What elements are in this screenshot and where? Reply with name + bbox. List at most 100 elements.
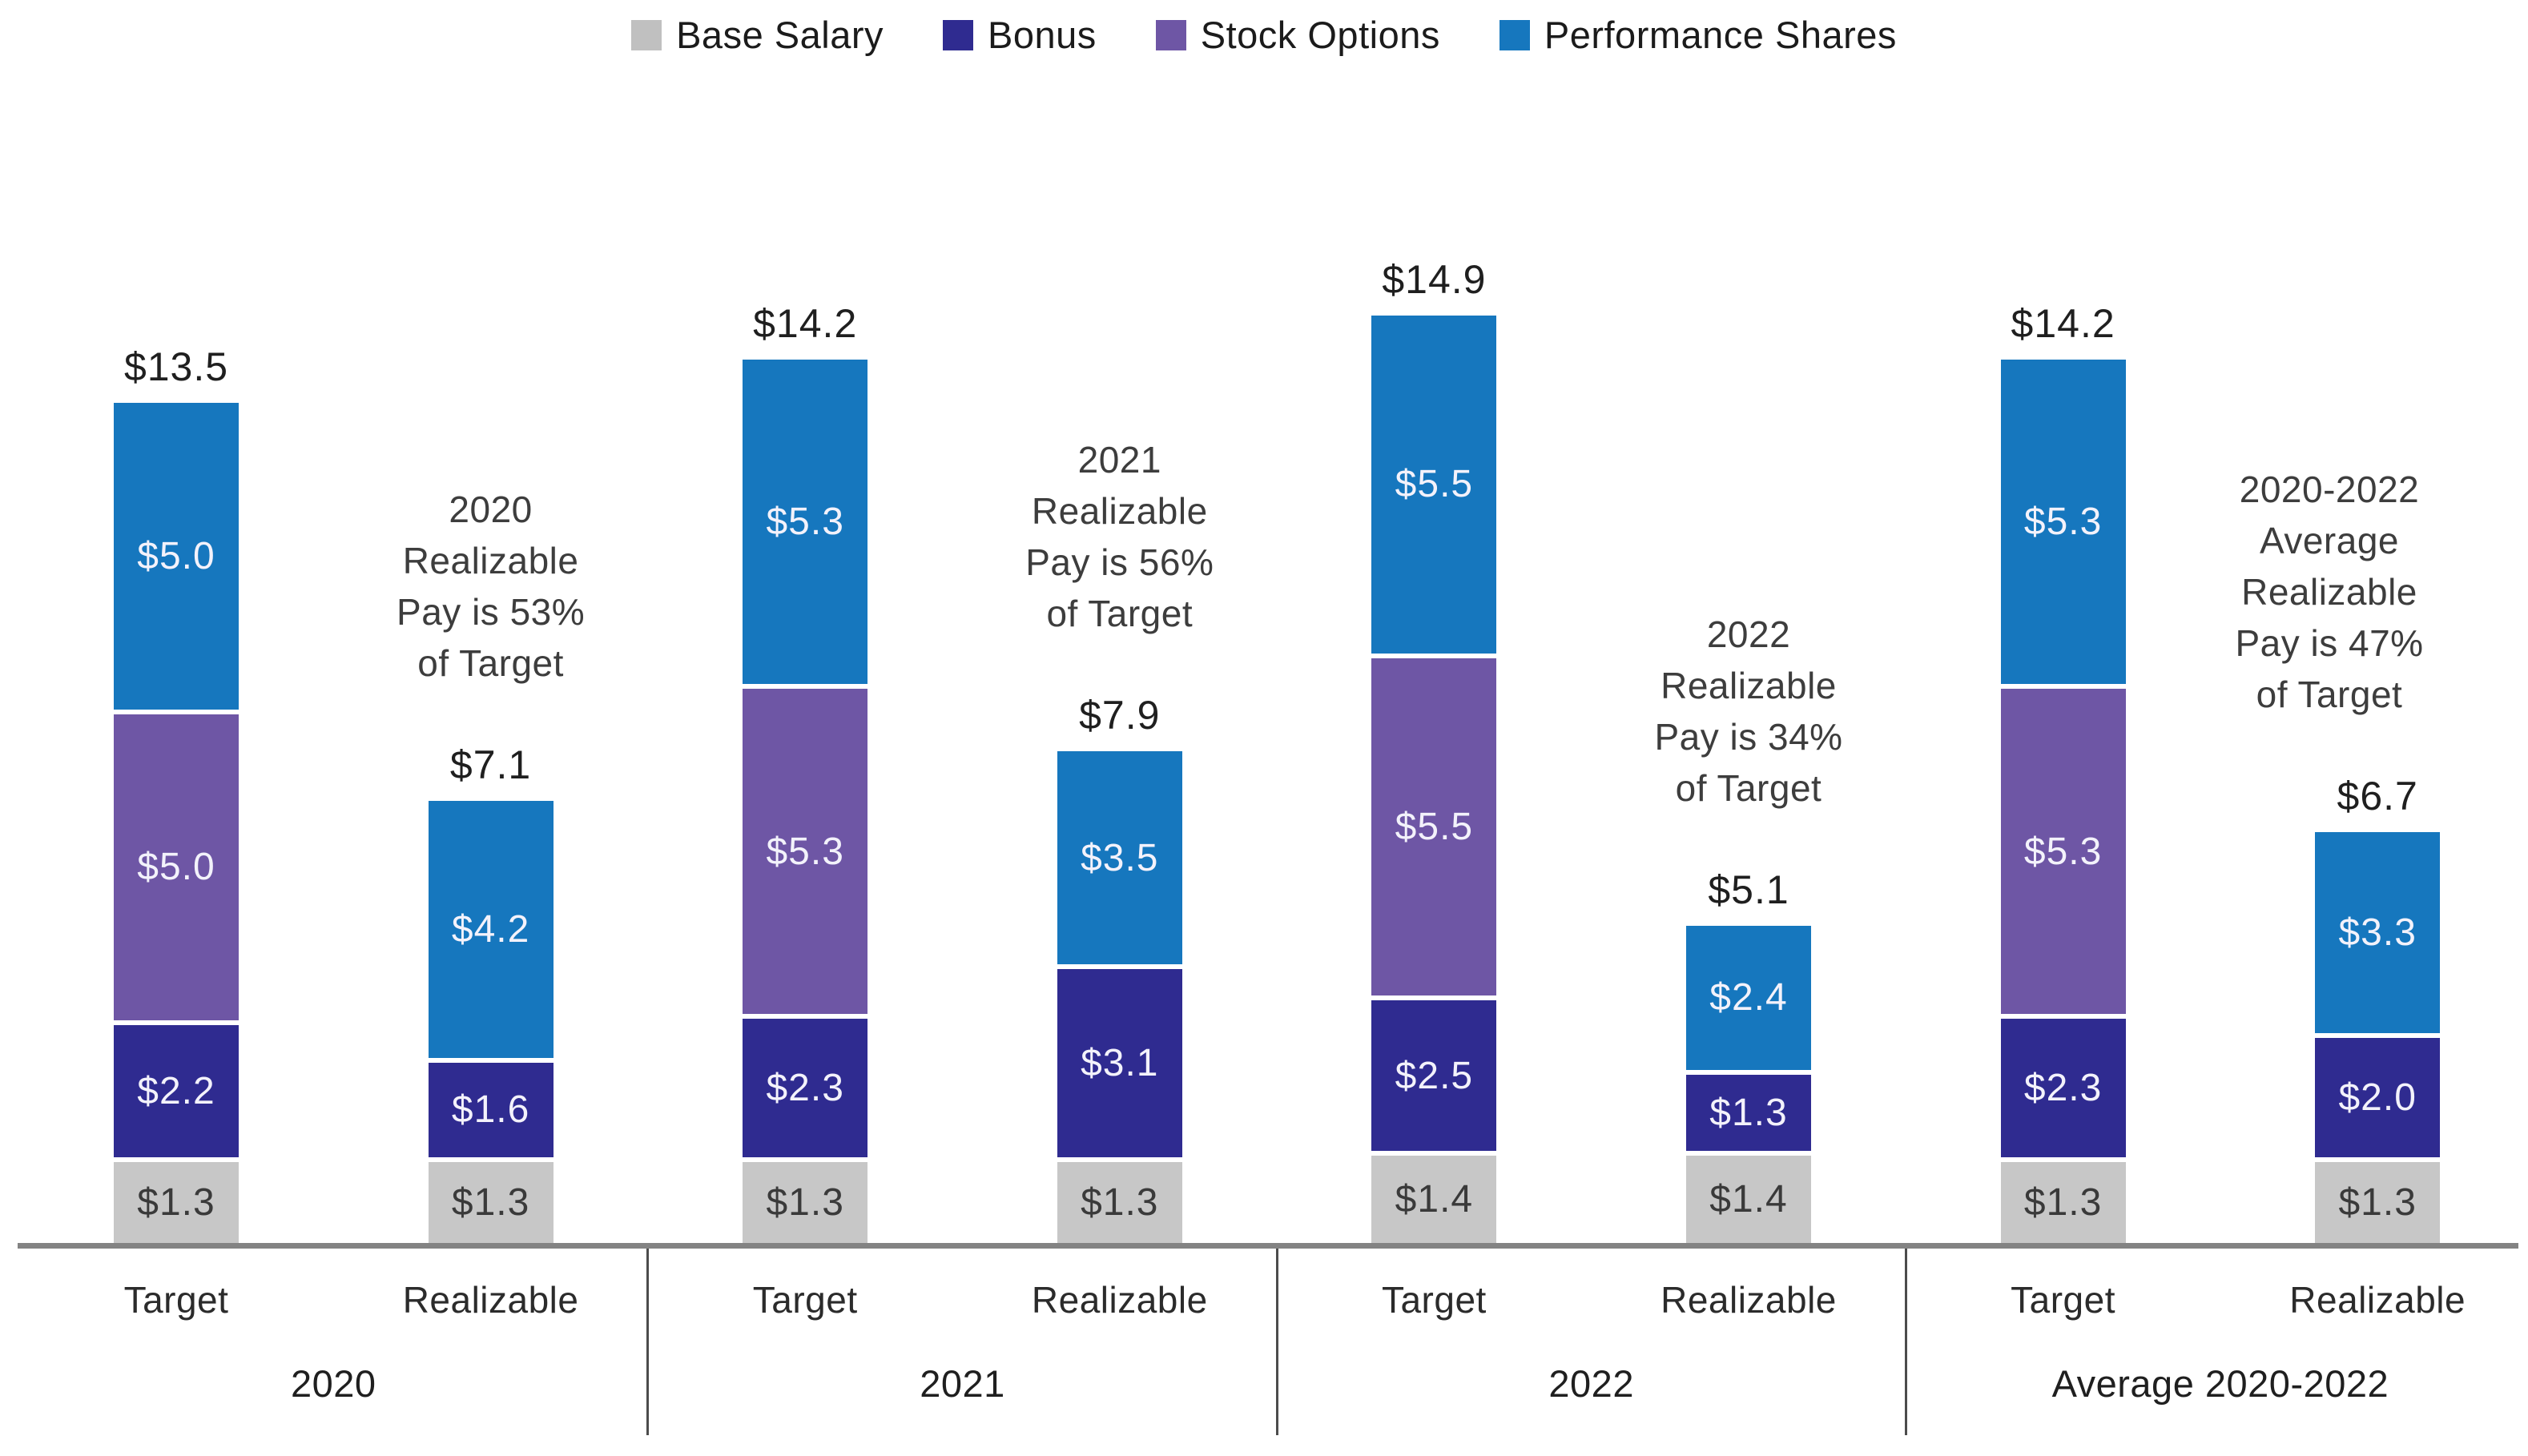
annotation-line: 2020-2022 xyxy=(2239,469,2420,511)
annotation-line: Realizable xyxy=(402,540,579,582)
annotation-line: Realizable xyxy=(1031,490,1208,533)
segment-value-label: $1.3 xyxy=(1081,1181,1159,1224)
stacked-bar-2021-realizable: $1.3 $3.1 $3.5 xyxy=(1057,751,1182,1243)
stacked-bar-2020-realizable: $1.3 $1.6 $4.2 xyxy=(428,801,554,1243)
bar-segment-base-salary: $1.3 xyxy=(2000,1162,2126,1243)
bar-segment-performance-shares: $5.3 xyxy=(743,359,868,690)
segment-value-label: $5.3 xyxy=(766,830,844,873)
axis-label-realizable: Realizable xyxy=(2289,1279,2466,1321)
group-label-average-2020-2022: Average 2020-2022 xyxy=(2051,1362,2389,1405)
bar-segment-bonus: $2.5 xyxy=(1371,999,1497,1156)
legend-swatch-icon xyxy=(1155,19,1186,50)
bar-segment-base-salary: $1.3 xyxy=(1057,1162,1182,1243)
segment-value-label: $3.5 xyxy=(1081,836,1159,879)
segment-value-label: $1.3 xyxy=(451,1181,530,1224)
group-divider xyxy=(646,1243,650,1435)
axis-label-target: Target xyxy=(123,1279,229,1321)
segment-value-label: $2.3 xyxy=(2023,1067,2103,1110)
bar-segment-base-salary: $1.3 xyxy=(743,1162,868,1243)
segment-value-label: $2.3 xyxy=(766,1067,844,1110)
legend-swatch-icon xyxy=(942,19,973,50)
legend-label: Stock Options xyxy=(1200,14,1440,56)
bar-segment-bonus: $2.0 xyxy=(2315,1037,2441,1162)
axis-label-realizable: Realizable xyxy=(402,1279,579,1321)
annotation-line: Pay is 34% xyxy=(1654,715,1843,758)
bar-segment-bonus: $2.2 xyxy=(114,1025,239,1162)
segment-value-label: $1.4 xyxy=(1709,1178,1788,1221)
axis-label-realizable: Realizable xyxy=(1661,1279,1837,1321)
bar-total-label: $14.2 xyxy=(753,300,858,346)
axis-label-realizable: Realizable xyxy=(1031,1279,1208,1321)
legend-label: Bonus xyxy=(987,14,1097,56)
segment-value-label: $1.6 xyxy=(451,1088,530,1132)
annotation-line: 2022 xyxy=(1706,613,1791,655)
bar-segment-performance-shares: $5.5 xyxy=(1371,316,1497,658)
bar-segment-base-salary: $1.4 xyxy=(1686,1156,1811,1243)
bar-segment-bonus: $3.1 xyxy=(1057,969,1182,1162)
segment-value-label: $5.3 xyxy=(766,501,844,544)
annotation-line: of Target xyxy=(2256,674,2403,716)
legend-label: Performance Shares xyxy=(1544,14,1897,56)
bar-segment-performance-shares: $3.3 xyxy=(2315,832,2441,1038)
bar-total-label: $5.1 xyxy=(1708,867,1789,912)
bar-segment-bonus: $1.3 xyxy=(1686,1075,1811,1156)
legend-item-performance-shares: Performance Shares xyxy=(1499,13,1897,57)
group-divider xyxy=(1904,1243,1907,1435)
segment-value-label: $2.2 xyxy=(137,1070,215,1113)
segment-value-label: $3.3 xyxy=(2338,911,2417,954)
axis-label-target: Target xyxy=(752,1279,858,1321)
stacked-bar-2020-target: $1.3 $2.2 $5.0 $5.0 xyxy=(114,403,239,1243)
legend-item-base-salary: Base Salary xyxy=(631,13,884,57)
bar-segment-base-salary: $1.3 xyxy=(2315,1162,2441,1243)
stacked-bar-2021-target: $1.3 $2.3 $5.3 $5.3 xyxy=(743,359,868,1243)
segment-value-label: $5.5 xyxy=(1395,463,1474,506)
segment-value-label: $1.3 xyxy=(2338,1181,2417,1224)
segment-value-label: $4.2 xyxy=(451,908,530,951)
stacked-bar-2022-realizable: $1.4 $1.3 $2.4 xyxy=(1686,925,1811,1243)
segment-value-label: $2.4 xyxy=(1709,976,1788,1020)
segment-value-label: $2.0 xyxy=(2338,1076,2417,1119)
segment-value-label: $2.5 xyxy=(1395,1054,1474,1097)
bar-segment-performance-shares: $5.3 xyxy=(2000,359,2126,690)
segment-value-label: $5.0 xyxy=(137,534,215,577)
bar-total-label: $13.5 xyxy=(123,344,229,390)
segment-value-label: $5.3 xyxy=(2023,501,2103,544)
annotation-line: Pay is 53% xyxy=(397,591,586,633)
realizable-pay-annotation: 2022 Realizable Pay is 34% of Target xyxy=(1556,609,1941,814)
legend-label: Base Salary xyxy=(676,14,884,56)
bar-segment-bonus: $1.6 xyxy=(428,1062,554,1162)
stacked-bar-2022-target: $1.4 $2.5 $5.5 $5.5 xyxy=(1371,316,1497,1243)
bar-segment-stock-options: $5.5 xyxy=(1371,658,1497,1000)
bar-total-label: $14.9 xyxy=(1382,257,1487,303)
axis-label-target: Target xyxy=(2011,1279,2116,1321)
bar-total-label: $14.2 xyxy=(2011,300,2115,346)
annotation-line: Pay is 47% xyxy=(2235,622,2424,665)
bar-segment-base-salary: $1.4 xyxy=(1371,1156,1497,1243)
bar-segment-performance-shares: $4.2 xyxy=(428,801,554,1063)
legend-swatch-icon xyxy=(1499,19,1530,50)
bar-segment-stock-options: $5.0 xyxy=(114,714,239,1026)
group-label-2021: 2021 xyxy=(920,1362,1005,1405)
annotation-line: Realizable xyxy=(2241,571,2417,613)
annotation-line: 2020 xyxy=(449,489,533,531)
legend-item-stock-options: Stock Options xyxy=(1155,13,1440,57)
segment-value-label: $5.3 xyxy=(2023,830,2103,873)
segment-value-label: $1.4 xyxy=(1395,1178,1474,1221)
legend-swatch-icon xyxy=(631,19,662,50)
legend: Base Salary Bonus Stock Options Performance… xyxy=(0,13,2528,57)
segment-value-label: $5.0 xyxy=(137,846,215,889)
axis-label-target: Target xyxy=(1381,1279,1487,1321)
stacked-bar-average-2020-2022-realizable: $1.3 $2.0 $3.3 xyxy=(2315,832,2441,1243)
bar-segment-stock-options: $5.3 xyxy=(743,689,868,1020)
stacked-bar-average-2020-2022-target: $1.3 $2.3 $5.3 $5.3 xyxy=(2000,359,2126,1243)
legend-item-bonus: Bonus xyxy=(942,13,1097,57)
bar-segment-bonus: $2.3 xyxy=(2000,1019,2126,1162)
annotation-line: Average xyxy=(2259,520,2399,562)
annotation-line: of Target xyxy=(417,642,564,685)
group-divider xyxy=(1275,1243,1278,1435)
segment-value-label: $1.3 xyxy=(137,1181,215,1224)
segment-value-label: $3.1 xyxy=(1081,1042,1159,1085)
segment-value-label: $1.3 xyxy=(2023,1181,2103,1224)
realizable-pay-annotation: 2021 Realizable Pay is 56% of Target xyxy=(928,434,1312,639)
